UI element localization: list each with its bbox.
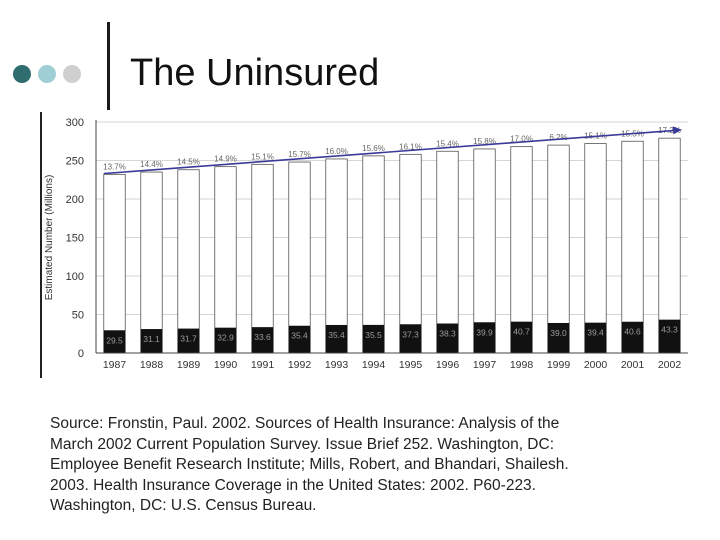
bar-uninsured xyxy=(399,324,422,353)
bar-total-population xyxy=(214,166,237,354)
bar-total-population xyxy=(621,140,644,354)
dot-gray-icon xyxy=(63,65,81,83)
y-axis-label: Estimated Number (Millions) xyxy=(44,175,55,301)
dot-light-icon xyxy=(38,65,56,83)
uninsured-value-label: 31.7 xyxy=(180,334,197,344)
x-tick-label: 1997 xyxy=(473,359,497,371)
bar-uninsured xyxy=(251,327,274,353)
bar-uninsured xyxy=(584,322,607,353)
uninsured-value-label: 38.3 xyxy=(439,329,456,339)
x-tick-label: 1995 xyxy=(399,359,423,371)
x-tick-label: 2001 xyxy=(621,359,645,371)
bar-uninsured xyxy=(140,329,163,353)
bar-total-population xyxy=(140,171,163,354)
trend-arrowhead-icon xyxy=(672,126,682,135)
x-tick-label: 1994 xyxy=(362,359,386,371)
decorative-dots xyxy=(13,65,81,83)
uninsured-value-label: 43.3 xyxy=(661,325,678,335)
bar-total-population xyxy=(288,161,311,354)
uninsured-value-label: 31.1 xyxy=(143,334,160,344)
source-line: Washington, DC: U.S. Census Bureau. xyxy=(50,497,317,514)
y-tick-label: 200 xyxy=(66,194,84,206)
y-tick-label: 0 xyxy=(78,348,84,360)
source-line: March 2002 Current Population Survey. Is… xyxy=(50,435,554,453)
percent-label: 15.8% xyxy=(473,137,496,146)
uninsured-value-label: 40.7 xyxy=(513,327,530,337)
percent-label: 14.4% xyxy=(140,160,163,169)
bar-total-population xyxy=(547,144,570,354)
uninsured-value-label: 39.9 xyxy=(476,327,493,337)
slide-title: The Uninsured xyxy=(130,52,380,94)
uninsured-value-label: 37.3 xyxy=(402,329,419,339)
x-tick-label: 1989 xyxy=(177,359,201,371)
percent-label: 15.1% xyxy=(251,152,274,161)
uninsured-value-label: 33.6 xyxy=(254,332,271,342)
source-line: Source: Fronstin, Paul. 2002. Sources of… xyxy=(50,415,560,432)
percent-label: 16.1% xyxy=(399,142,422,151)
uninsured-bar-chart: 29.5 13.7% 31.1 14.4% 31.7 14.5% 32.9 14.9% 33.6… xyxy=(40,112,692,380)
percent-label: 17.0% xyxy=(510,135,533,144)
x-tick-label: 1998 xyxy=(510,359,534,371)
y-tick-label: 300 xyxy=(66,117,84,129)
x-tick-label: 1992 xyxy=(288,359,312,371)
percent-label: 15.7% xyxy=(288,150,311,159)
dot-dark-icon xyxy=(13,65,31,83)
x-tick-label: 1999 xyxy=(547,359,571,371)
title-divider xyxy=(107,22,110,110)
bar-uninsured xyxy=(473,322,496,353)
bar-uninsured xyxy=(288,325,311,353)
percent-label: 16.0% xyxy=(325,147,348,156)
trend-line xyxy=(103,129,676,175)
bar-total-population xyxy=(103,173,126,354)
percent-label: 14.9% xyxy=(214,155,237,164)
y-tick-label: 50 xyxy=(72,310,84,322)
percent-label: 15.4% xyxy=(436,139,459,148)
y-tick-label: 100 xyxy=(66,271,84,283)
bar-total-population xyxy=(177,169,200,354)
bar-uninsured xyxy=(658,319,681,353)
percent-label: 13.7% xyxy=(103,162,126,171)
y-tick-label: 150 xyxy=(66,233,84,245)
x-tick-label: 1988 xyxy=(140,359,164,371)
percent-label: 6.2% xyxy=(549,133,567,142)
bar-total-population xyxy=(251,163,274,354)
bar-uninsured xyxy=(436,323,459,353)
uninsured-value-label: 35.5 xyxy=(365,330,382,340)
uninsured-value-label: 39.4 xyxy=(587,328,604,338)
source-line: Employee Benefit Research Institute; Mil… xyxy=(50,456,569,473)
x-tick-label: 1987 xyxy=(103,359,127,371)
bar-uninsured xyxy=(510,321,533,353)
uninsured-value-label: 32.9 xyxy=(217,333,234,343)
uninsured-value-label: 29.5 xyxy=(106,335,123,345)
source-citation: Source: Fronstin, Paul. 2002. Sources of… xyxy=(50,414,690,517)
y-tick-label: 250 xyxy=(66,156,84,168)
x-tick-label: 1990 xyxy=(214,359,238,371)
bar-uninsured xyxy=(547,322,570,353)
percent-label: 14.5% xyxy=(177,158,200,167)
uninsured-value-label: 40.6 xyxy=(624,327,641,337)
x-tick-label: 1991 xyxy=(251,359,275,371)
bar-uninsured xyxy=(325,324,348,353)
bar-total-population xyxy=(436,150,459,354)
uninsured-value-label: 35.4 xyxy=(328,330,345,340)
bar-uninsured xyxy=(103,330,126,353)
bar-total-population xyxy=(584,143,607,354)
x-tick-label: 2000 xyxy=(584,359,608,371)
bar-total-population xyxy=(325,158,348,354)
x-tick-label: 1996 xyxy=(436,359,460,371)
bar-total-population xyxy=(362,155,385,354)
percent-label: 15.6% xyxy=(362,144,385,153)
source-line: 2003. Health Insurance Coverage in the U… xyxy=(50,476,536,494)
uninsured-value-label: 35.4 xyxy=(291,331,308,341)
bar-uninsured xyxy=(177,328,200,353)
x-tick-label: 2002 xyxy=(658,359,682,371)
bar-uninsured xyxy=(362,324,385,353)
uninsured-value-label: 39.0 xyxy=(550,328,567,338)
bar-total-population xyxy=(399,153,422,354)
bar-uninsured xyxy=(214,327,237,353)
x-tick-label: 1993 xyxy=(325,359,349,371)
bar-uninsured xyxy=(621,321,644,353)
